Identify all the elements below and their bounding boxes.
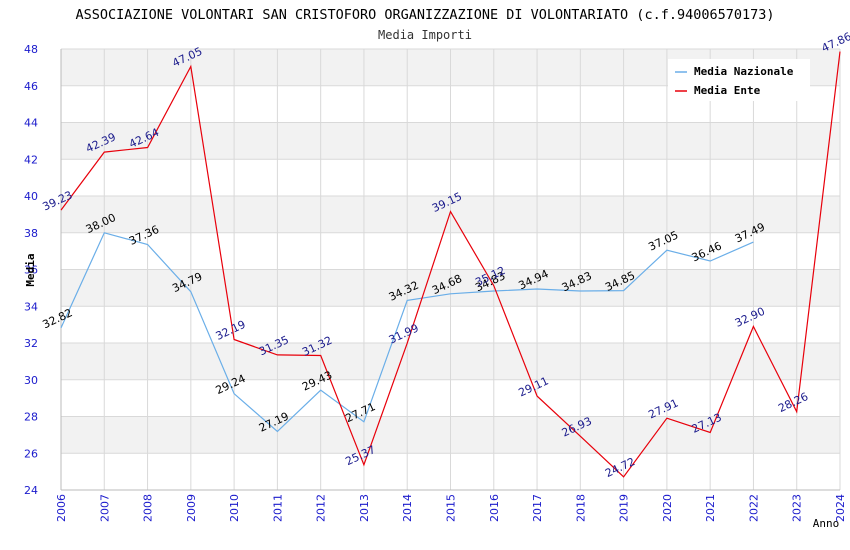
x-tick-label: 2023 (791, 494, 804, 522)
y-tick-label: 42 (24, 153, 38, 166)
y-tick-label: 48 (24, 43, 38, 56)
y-tick-label: 44 (24, 117, 38, 130)
x-tick-label: 2007 (98, 494, 111, 522)
x-tick-label: 2012 (315, 494, 328, 522)
legend-box (668, 59, 810, 101)
data-label: 32.19 (214, 318, 248, 343)
y-tick-label: 46 (24, 80, 38, 93)
x-axis: 2006 2007 2008 2009 2010 2011 2012 2013 2014 2015… (55, 494, 847, 522)
x-tick-label: 2014 (401, 494, 414, 522)
series-lines (60, 51, 841, 478)
data-label: 32.90 (733, 305, 767, 330)
legend-label-nazionale: Media Nazionale (694, 65, 794, 78)
x-tick-label: 2016 (488, 494, 501, 522)
x-tick-label: 2024 (834, 494, 847, 522)
x-tick-label: 2021 (704, 494, 717, 522)
x-tick-label: 2015 (445, 494, 458, 522)
series-line-ente (60, 51, 841, 478)
x-tick-label: 2006 (55, 494, 68, 522)
x-tick-label: 2010 (228, 494, 241, 522)
y-tick-label: 30 (24, 374, 38, 387)
y-tick-label: 32 (24, 337, 38, 350)
x-axis-label: Anno (813, 517, 840, 530)
data-label: 24.72 (603, 455, 637, 480)
x-tick-label: 2022 (747, 494, 760, 522)
legend: Media Nazionale Media Ente (668, 59, 810, 101)
x-tick-label: 2013 (358, 494, 371, 522)
data-label: 28.26 (776, 390, 810, 415)
x-tick-label: 2019 (618, 494, 631, 522)
y-tick-label: 34 (24, 300, 38, 313)
series-line-nazionale (60, 232, 754, 433)
x-tick-label: 2017 (531, 494, 544, 522)
x-tick-label: 2018 (574, 494, 587, 522)
x-tick-label: 2009 (185, 494, 198, 522)
y-tick-label: 40 (24, 190, 38, 203)
chart-title: ASSOCIAZIONE VOLONTARI SAN CRISTOFORO OR… (76, 7, 775, 23)
x-tick-label: 2011 (271, 494, 284, 522)
x-tick-label: 2020 (661, 494, 674, 522)
y-axis-label: Media (24, 253, 37, 286)
chart-subtitle: Media Importi (378, 28, 472, 42)
y-axis: 24 26 28 30 32 34 36 38 40 42 44 46 48 (24, 43, 38, 497)
y-tick-label: 24 (24, 484, 38, 497)
y-tick-label: 28 (24, 411, 38, 424)
y-tick-label: 38 (24, 227, 38, 240)
x-tick-label: 2008 (142, 494, 155, 522)
y-tick-label: 36 (24, 264, 38, 277)
data-label: 32.82 (40, 306, 74, 331)
grid-lines (60, 48, 841, 491)
legend-label-ente: Media Ente (694, 84, 761, 97)
y-tick-label: 26 (24, 447, 38, 460)
